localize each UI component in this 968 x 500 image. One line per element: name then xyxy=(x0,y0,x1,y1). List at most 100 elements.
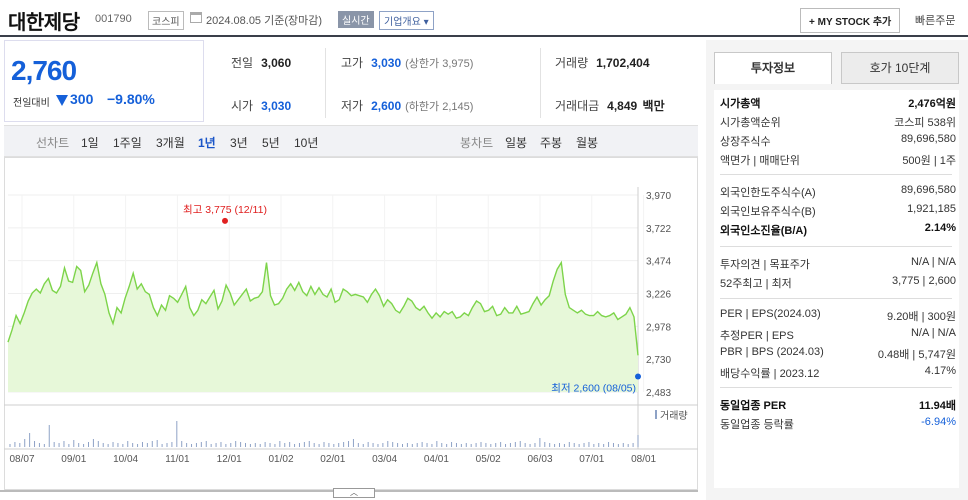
x-tick-label: 01/02 xyxy=(268,454,293,465)
company-name: 대한제당 xyxy=(8,12,80,34)
info-row: 시가총액순위 코스피 538위 xyxy=(720,112,956,131)
price-change: 300 xyxy=(70,91,94,107)
info-label: 배당수익률 | 2023.12 xyxy=(720,368,820,380)
stat-volume: 거래량 1,702,404 xyxy=(555,56,650,70)
period-1d[interactable]: 1일 xyxy=(81,136,99,150)
y-tick-label: 2,978 xyxy=(646,322,671,333)
realtime-button[interactable]: 실시간 xyxy=(338,11,374,28)
high-annotation: 최고 3,775 (12/11) xyxy=(183,204,267,216)
info-row: 외국인소진율(B/A) 2.14% xyxy=(720,220,956,239)
info-row: 배당수익률 | 2023.12 4.17% xyxy=(720,363,956,382)
info-label: 상장주식수 xyxy=(720,136,771,148)
candle-daily[interactable]: 일봉 xyxy=(505,136,528,150)
x-tick-label: 07/01 xyxy=(579,454,604,465)
info-value: 4.17% xyxy=(924,365,956,377)
price-line xyxy=(7,260,639,356)
x-tick-label: 12/01 xyxy=(217,454,242,465)
x-tick-label: 02/01 xyxy=(320,454,345,465)
y-tick-label: 3,226 xyxy=(646,290,671,301)
x-tick-label: 09/01 xyxy=(61,454,86,465)
candle-monthly[interactable]: 월봉 xyxy=(576,136,599,150)
x-tick-label: 05/02 xyxy=(476,454,501,465)
info-row: 52주최고 | 최저 3,775 | 2,600 xyxy=(720,273,956,292)
period-1w[interactable]: 1주일 xyxy=(113,136,142,150)
price-area xyxy=(8,262,638,392)
x-tick-label: 06/03 xyxy=(527,454,552,465)
low-annotation: 최저 2,600 (08/05) xyxy=(551,382,636,394)
info-row: 외국인보유주식수(B) 1,921,185 xyxy=(720,201,956,220)
info-label: 동일업종 등락률 xyxy=(720,419,794,431)
info-value: 89,696,580 xyxy=(900,184,956,196)
y-tick-label: 3,474 xyxy=(646,257,671,268)
x-tick-label: 08/01 xyxy=(631,454,656,465)
info-row: 외국인한도주식수(A) 89,696,580 xyxy=(720,182,956,201)
price-chart-svg: 3,970 3,722 3,474 3,226 2,978 2,730 2,483 08/07… xyxy=(4,157,698,490)
info-label: 시가총액 xyxy=(720,98,761,110)
change-rate: −9.80% xyxy=(107,91,155,107)
current-price: 2,760 xyxy=(11,55,77,86)
info-row: 동일업종 등락률 -6.94% xyxy=(720,414,956,433)
y-tick-label: 2,730 xyxy=(646,355,671,366)
y-tick-label: 3,722 xyxy=(646,224,671,235)
candle-weekly[interactable]: 주봉 xyxy=(540,136,563,150)
current-price-box: 2,760 전일대비 300 −9.80% xyxy=(4,40,204,122)
collapse-handle[interactable]: ︿ xyxy=(333,488,375,498)
divider xyxy=(720,298,952,299)
info-tabs: 투자정보 호가 10단계 xyxy=(714,52,959,84)
chevron-down-icon: ▾ xyxy=(423,17,429,28)
info-label: 외국인보유주식수(B) xyxy=(720,206,816,218)
company-overview-dropdown[interactable]: 기업개요 ▾ xyxy=(379,11,434,30)
period-3y[interactable]: 3년 xyxy=(230,136,248,150)
info-value: 9.20배 | 300원 xyxy=(887,311,956,323)
info-row: PER | EPS(2024.03) 9.20배 | 300원 xyxy=(720,306,956,325)
info-row: 상장주식수 89,696,580 xyxy=(720,131,956,150)
stat-low: 저가 2,600 (하한가 2,145) xyxy=(341,99,474,113)
y-tick-label: 3,970 xyxy=(646,191,671,202)
info-label: 추정PER | EPS xyxy=(720,330,794,342)
info-label: 투자의견 | 목표주가 xyxy=(720,259,810,271)
down-arrow-icon xyxy=(56,95,68,106)
y-tick-label: 2,483 xyxy=(646,388,671,399)
change-label: 전일대비 xyxy=(13,98,50,109)
info-value: 89,696,580 xyxy=(900,133,956,145)
period-10y[interactable]: 10년 xyxy=(294,136,319,150)
info-value: 코스피 538위 xyxy=(894,117,956,129)
info-value: 500원 | 1주 xyxy=(902,155,956,167)
info-label: 52주최고 | 최저 xyxy=(720,278,792,290)
period-3m[interactable]: 3개월 xyxy=(156,136,185,150)
info-value: 11.94배 xyxy=(918,400,956,412)
info-label: 시가총액순위 xyxy=(720,117,781,129)
info-value: 1,921,185 xyxy=(907,203,956,215)
stat-open: 시가 3,030 xyxy=(231,99,292,113)
tab-investment-info[interactable]: 투자정보 xyxy=(714,52,832,84)
x-tick-label: 04/01 xyxy=(424,454,449,465)
period-5y[interactable]: 5년 xyxy=(262,136,280,150)
stat-prev: 전일 3,060 xyxy=(231,56,292,70)
add-my-stock-button[interactable]: + MY STOCK 추가 xyxy=(800,8,901,33)
info-value: 2,476억원 xyxy=(908,98,956,110)
quote-date: 2024.08.05 기준(장마감) xyxy=(206,15,323,27)
divider xyxy=(325,48,326,118)
chart-period-bar: 선차트 1일 1주일 3개월 1년 3년 5년 10년 봉차트 일봉 주봉 월봉 xyxy=(4,125,698,157)
price-chart[interactable]: 3,970 3,722 3,474 3,226 2,978 2,730 2,483 08/07… xyxy=(4,157,698,490)
info-value: 3,775 | 2,600 xyxy=(891,275,956,287)
divider xyxy=(720,174,952,175)
divider xyxy=(720,387,952,388)
low-marker xyxy=(635,373,641,380)
tab-orderbook[interactable]: 호가 10단계 xyxy=(841,52,959,84)
bottom-bar: ︿ xyxy=(0,488,698,500)
quick-order-link[interactable]: 빠른주문 xyxy=(915,15,956,27)
volume-label: 거래량 xyxy=(660,410,688,422)
market-badge: 코스피 xyxy=(148,11,184,30)
stock-header: 대한제당 001790 코스피 2024.08.05 기준(장마감) 실시간 기… xyxy=(0,0,968,37)
period-1y[interactable]: 1년 xyxy=(198,136,216,150)
x-tick-label: 08/07 xyxy=(9,454,34,465)
info-row: 액면가 | 매매단위 500원 | 1주 xyxy=(720,150,956,169)
info-label: 동일업종 PER xyxy=(720,400,787,412)
info-label: PBR | BPS (2024.03) xyxy=(720,346,824,358)
info-row: PBR | BPS (2024.03) 0.48배 | 5,747원 xyxy=(720,344,956,363)
info-label: 외국인소진율(B/A) xyxy=(720,225,807,237)
info-row: 투자의견 | 목표주가 N/A | N/A xyxy=(720,254,956,273)
